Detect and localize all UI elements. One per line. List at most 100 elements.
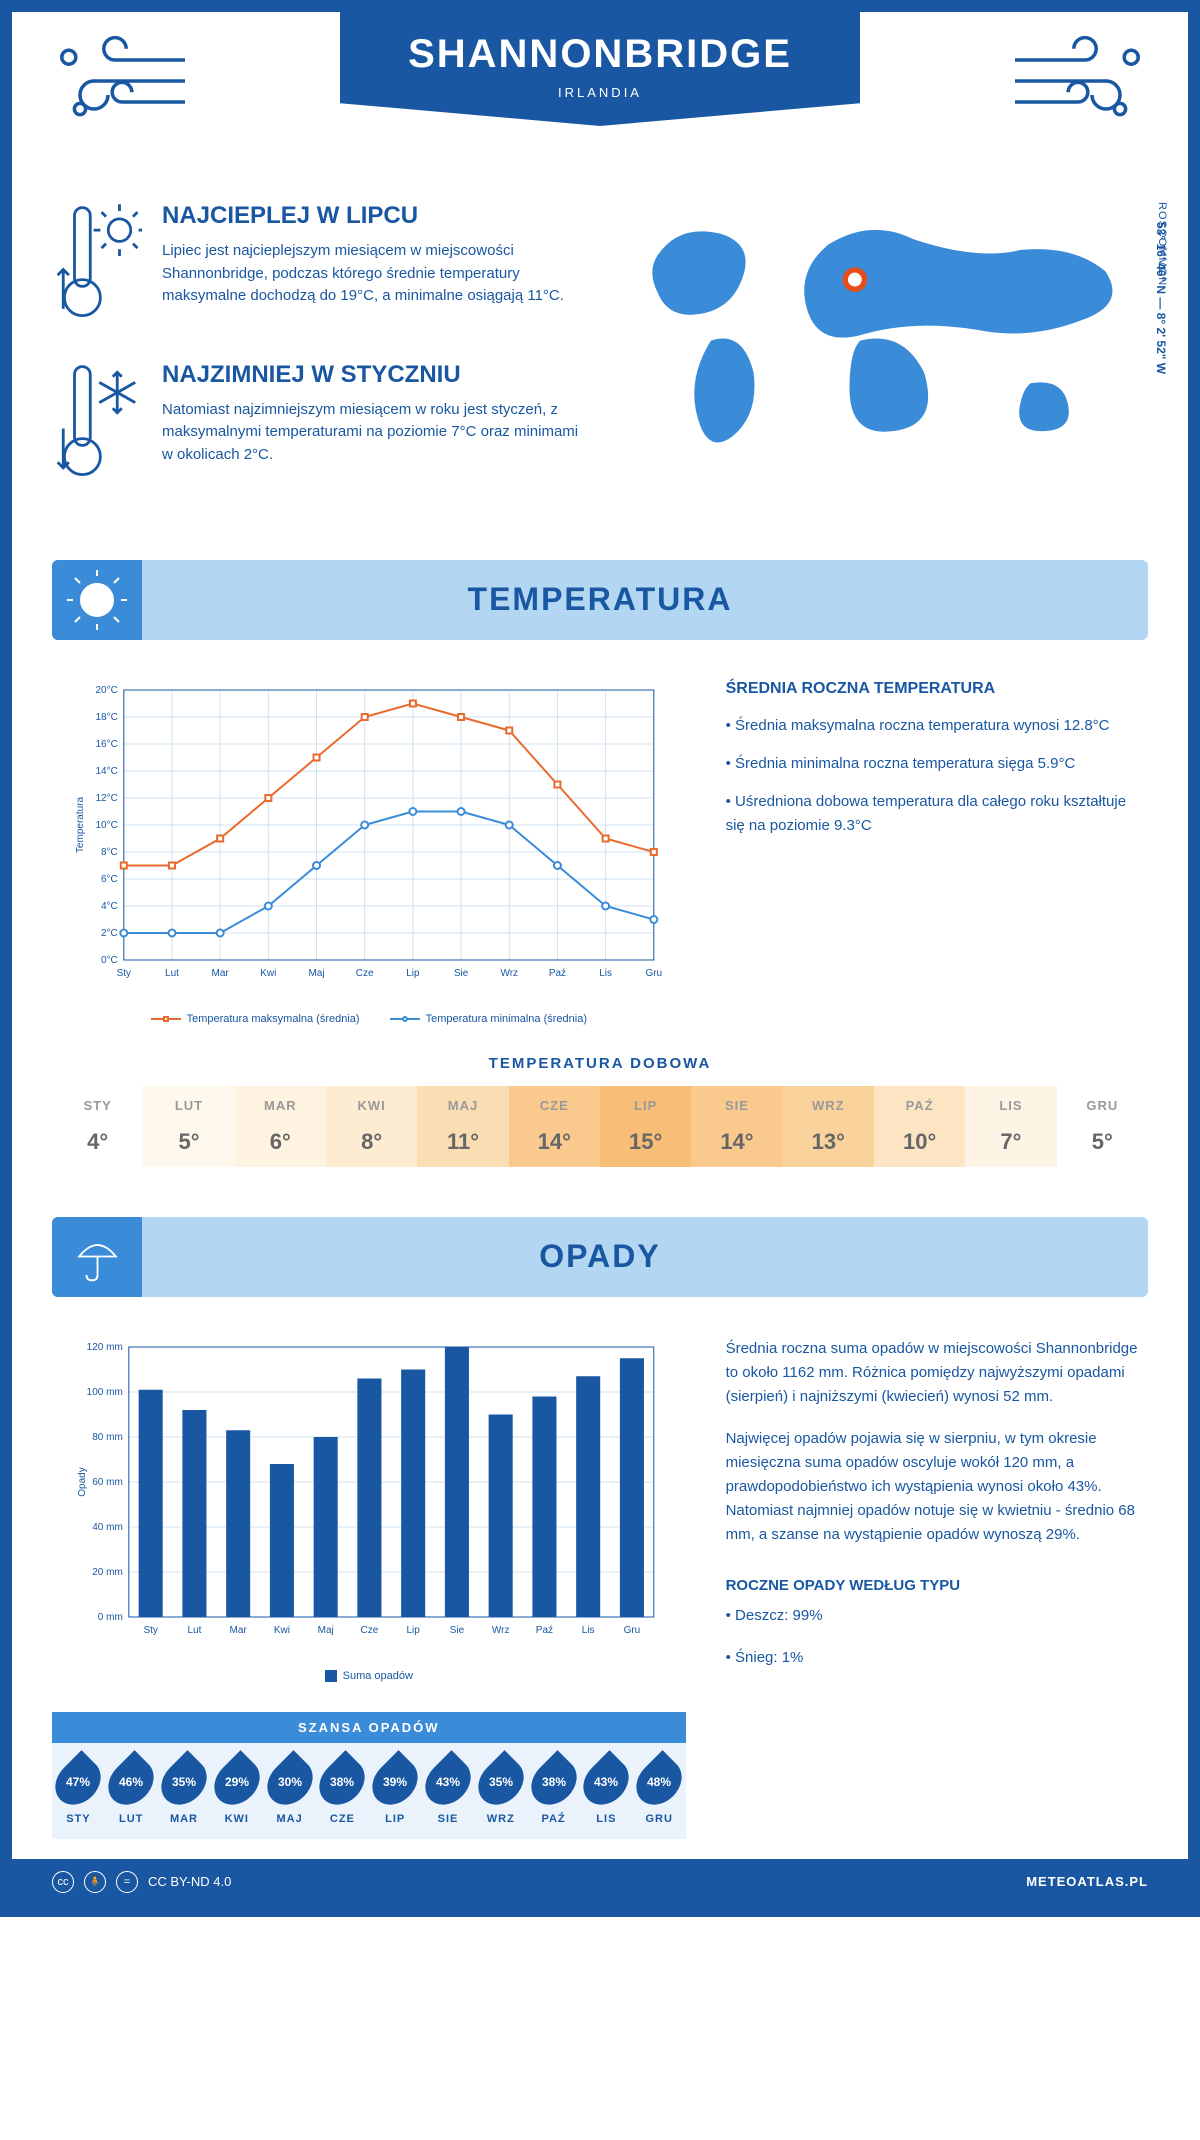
temperature-info: ŚREDNIA ROCZNA TEMPERATURA • Średnia mak…	[726, 680, 1148, 1025]
svg-text:10°C: 10°C	[95, 820, 117, 831]
temp-cell: LIS7°	[965, 1086, 1056, 1167]
chart-legend: Suma opadów	[52, 1670, 686, 1682]
chance-cell: 47%STY	[52, 1757, 105, 1825]
intro-facts: NAJCIEPLEJ W LIPCU Lipiec jest najcieple…	[52, 202, 585, 520]
title-banner: SHANNONBRIDGE IRLANDIA	[340, 12, 860, 126]
temperature-chart: 0°C2°C4°C6°C8°C10°C12°C14°C16°C18°C20°CS…	[52, 680, 686, 1025]
world-map-container: ROSCOMMON 53° 16' 46" N — 8° 2' 52" W	[615, 202, 1148, 520]
svg-text:Lut: Lut	[165, 968, 179, 979]
svg-text:20°C: 20°C	[95, 685, 117, 696]
svg-text:Mar: Mar	[212, 968, 230, 979]
svg-text:Temperatura: Temperatura	[75, 796, 86, 853]
svg-text:Wrz: Wrz	[492, 1625, 510, 1636]
chance-cell: 48%GRU	[633, 1757, 686, 1825]
temperature-section: 0°C2°C4°C6°C8°C10°C12°C14°C16°C18°C20°CS…	[12, 660, 1188, 1045]
info-bullet: • Średnia minimalna roczna temperatura s…	[726, 752, 1148, 776]
precip-para: Najwięcej opadów pojawia się w sierpniu,…	[726, 1427, 1148, 1547]
sun-icon	[52, 560, 142, 640]
fact-coldest: NAJZIMNIEJ W STYCZNIU Natomiast najzimni…	[52, 361, 585, 490]
svg-text:8°C: 8°C	[101, 847, 118, 858]
thermometer-cold-icon	[52, 361, 142, 490]
svg-text:60 mm: 60 mm	[92, 1477, 123, 1488]
svg-text:12°C: 12°C	[95, 793, 117, 804]
chance-cell: 35%MAR	[158, 1757, 211, 1825]
chance-cell: 38%CZE	[316, 1757, 369, 1825]
license-text: CC BY-ND 4.0	[148, 1874, 231, 1889]
section-title: TEMPERATURA	[468, 581, 733, 618]
temp-cell: SIE14°	[691, 1086, 782, 1167]
temp-cell: LIP15°	[600, 1086, 691, 1167]
svg-text:120 mm: 120 mm	[87, 1342, 123, 1353]
fact-text: Natomiast najzimniejszym miesiącem w rok…	[162, 399, 585, 467]
temp-cell: KWI8°	[326, 1086, 417, 1167]
svg-text:40 mm: 40 mm	[92, 1522, 123, 1533]
chance-cell: 30%MAJ	[263, 1757, 316, 1825]
svg-text:Sie: Sie	[454, 968, 469, 979]
nd-icon: =	[116, 1871, 138, 1893]
svg-text:Sty: Sty	[143, 1625, 157, 1636]
info-bullet: • Uśredniona dobowa temperatura dla całe…	[726, 790, 1148, 838]
by-type-item: • Deszcz: 99%	[726, 1604, 1148, 1628]
by-icon: 🧍	[84, 1871, 106, 1893]
daily-temp-table: STY4°LUT5°MAR6°KWI8°MAJ11°CZE14°LIP15°SI…	[52, 1086, 1148, 1167]
precipitation-section: 0 mm20 mm40 mm60 mm80 mm100 mm120 mmOpad…	[12, 1317, 1188, 1859]
intro-row: NAJCIEPLEJ W LIPCU Lipiec jest najcieple…	[12, 172, 1188, 540]
info-title: ŚREDNIA ROCZNA TEMPERATURA	[726, 680, 1148, 698]
temp-cell: MAJ11°	[417, 1086, 508, 1167]
svg-text:Kwi: Kwi	[274, 1625, 290, 1636]
svg-text:4°C: 4°C	[101, 901, 118, 912]
svg-text:Paź: Paź	[536, 1625, 553, 1636]
svg-text:Cze: Cze	[361, 1625, 379, 1636]
chance-cell: 39%LIP	[369, 1757, 422, 1825]
legend-item: Temperatura minimalna (średnia)	[390, 1013, 587, 1025]
svg-text:100 mm: 100 mm	[87, 1387, 123, 1398]
fact-warmest: NAJCIEPLEJ W LIPCU Lipiec jest najcieple…	[52, 202, 585, 331]
cc-icon: cc	[52, 1871, 74, 1893]
svg-text:80 mm: 80 mm	[92, 1432, 123, 1443]
daily-temp-title: TEMPERATURA DOBOWA	[52, 1055, 1148, 1072]
svg-text:Cze: Cze	[356, 968, 374, 979]
coords-label: 53° 16' 46" N — 8° 2' 52" W	[1154, 222, 1168, 374]
svg-text:Maj: Maj	[308, 968, 324, 979]
legend-item: Temperatura maksymalna (średnia)	[151, 1013, 360, 1025]
footer-license: cc 🧍 = CC BY-ND 4.0	[52, 1871, 231, 1893]
svg-text:0°C: 0°C	[101, 955, 118, 966]
chance-table: SZANSA OPADÓW 47%STY46%LUT35%MAR29%KWI30…	[52, 1712, 686, 1839]
country-label: IRLANDIA	[370, 85, 830, 100]
chance-cell: 43%LIS	[580, 1757, 633, 1825]
world-map	[615, 202, 1148, 462]
section-title: OPADY	[539, 1238, 660, 1275]
umbrella-icon	[52, 1217, 142, 1297]
fact-title: NAJCIEPLEJ W LIPCU	[162, 202, 585, 230]
svg-text:14°C: 14°C	[95, 766, 117, 777]
svg-text:18°C: 18°C	[95, 712, 117, 723]
precipitation-chart: 0 mm20 mm40 mm60 mm80 mm100 mm120 mmOpad…	[52, 1337, 686, 1839]
chance-cell: 35%WRZ	[474, 1757, 527, 1825]
svg-text:Sty: Sty	[117, 968, 131, 979]
svg-text:Opady: Opady	[77, 1467, 88, 1496]
city-title: SHANNONBRIDGE	[370, 32, 830, 77]
daily-temperature: TEMPERATURA DOBOWA STY4°LUT5°MAR6°KWI8°M…	[12, 1045, 1188, 1197]
svg-text:Wrz: Wrz	[500, 968, 518, 979]
chance-cell: 29%KWI	[210, 1757, 263, 1825]
svg-text:Kwi: Kwi	[260, 968, 276, 979]
temp-cell: MAR6°	[235, 1086, 326, 1167]
chance-cell: 38%PAŹ	[527, 1757, 580, 1825]
page: SHANNONBRIDGE IRLANDIA	[0, 0, 1200, 1917]
fact-title: NAJZIMNIEJ W STYCZNIU	[162, 361, 585, 389]
temp-cell: PAŹ10°	[874, 1086, 965, 1167]
chance-title: SZANSA OPADÓW	[52, 1712, 686, 1743]
thermometer-hot-icon	[52, 202, 142, 331]
info-bullet: • Średnia maksymalna roczna temperatura …	[726, 714, 1148, 738]
svg-text:Sie: Sie	[450, 1625, 465, 1636]
section-header-temperature: TEMPERATURA	[52, 560, 1148, 640]
svg-text:16°C: 16°C	[95, 739, 117, 750]
header: SHANNONBRIDGE IRLANDIA	[12, 12, 1188, 172]
temp-cell: LUT5°	[143, 1086, 234, 1167]
by-type-item: • Śnieg: 1%	[726, 1646, 1148, 1670]
svg-text:6°C: 6°C	[101, 874, 118, 885]
chart-legend: Temperatura maksymalna (średnia) Temperat…	[52, 1013, 686, 1025]
wind-icon	[1008, 32, 1148, 132]
footer-site: METEOATLAS.PL	[1026, 1874, 1148, 1889]
svg-text:Lis: Lis	[599, 968, 612, 979]
